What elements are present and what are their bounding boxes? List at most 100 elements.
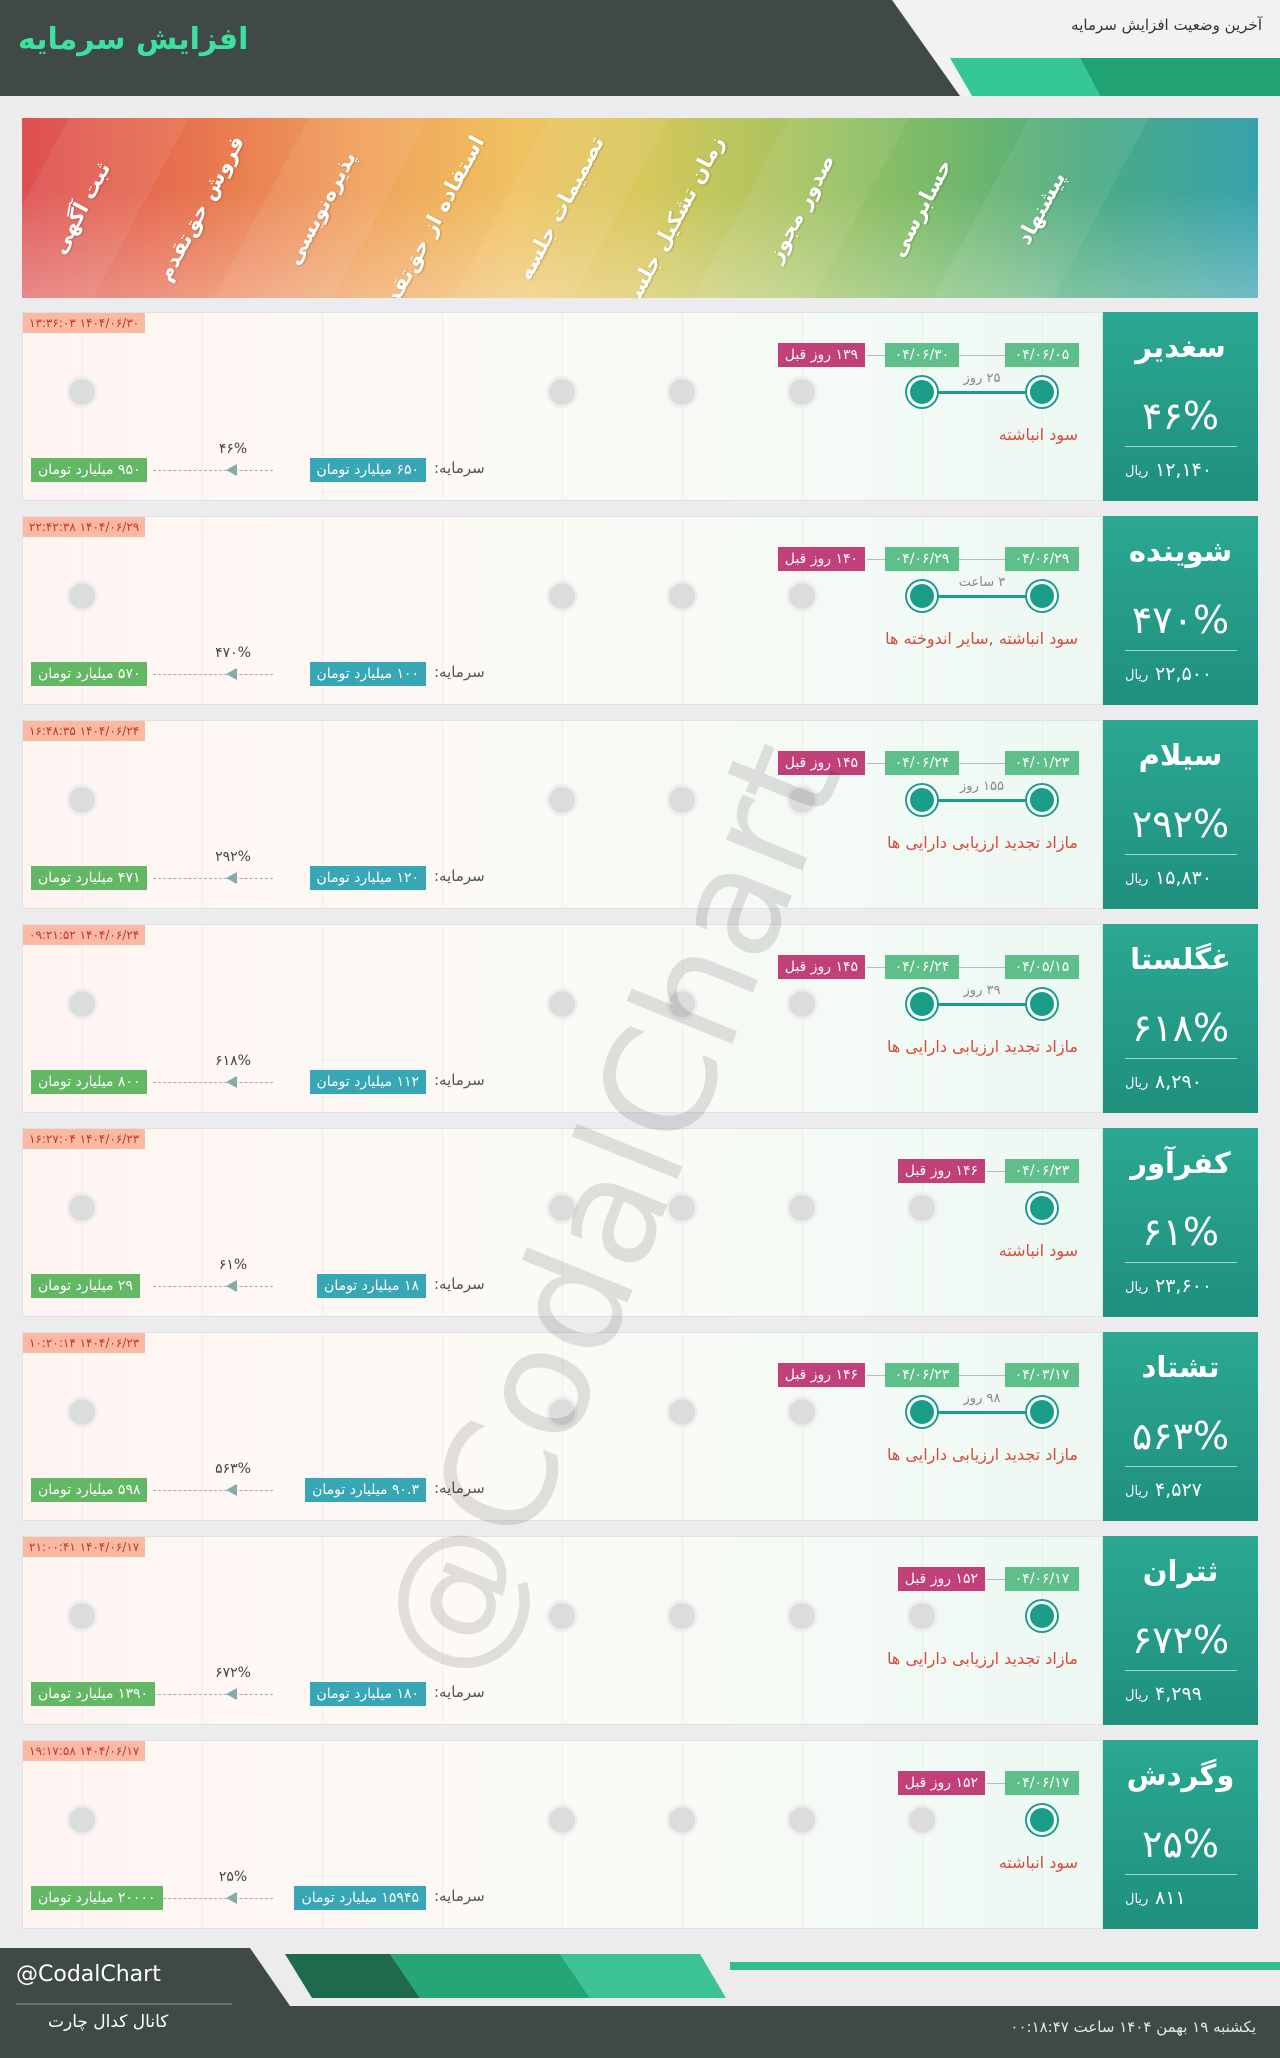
- footer-stripe: [560, 1954, 726, 1998]
- panel-divider: [1125, 650, 1237, 651]
- stage-connector: [922, 595, 1042, 598]
- increase: ۲۵%: [218, 1869, 248, 1885]
- arrow-line: [153, 674, 273, 675]
- stage-dot: [669, 1603, 695, 1629]
- stage-dot: [909, 1195, 935, 1221]
- footer-bg: [0, 1948, 1280, 2058]
- column-line: [802, 1741, 803, 1928]
- stage-dot-active: [1027, 989, 1057, 1019]
- stage-connector: [922, 391, 1042, 394]
- column-line: [82, 925, 83, 1112]
- date-tag: ۰۴/۰۶/۲۴: [885, 751, 959, 775]
- column-line: [322, 313, 323, 500]
- tag-link: [959, 763, 1005, 764]
- symbol-panel: شوینده ۴۷۰% ریال ۲۲,۵۰۰: [1103, 516, 1258, 705]
- column-line: [442, 1741, 443, 1928]
- stage-connector: [922, 799, 1042, 802]
- footer-handle: @CodalChart: [16, 1962, 161, 1987]
- stage-dot: [669, 991, 695, 1017]
- price: ۸۱۱: [1155, 1887, 1186, 1909]
- column-line: [82, 313, 83, 500]
- days-ago: ۱۳۹ روز قبل: [777, 343, 865, 367]
- new-capital: ۲۹ میلیارد تومان: [31, 1274, 140, 1298]
- days-ago: ۱۴۶ روز قبل: [777, 1363, 865, 1387]
- column-line: [802, 1537, 803, 1724]
- date-tag: ۰۴/۰۶/۳۰: [885, 343, 959, 367]
- stage-dot: [69, 1195, 95, 1221]
- capital: ۶۵۰ میلیارد تومان: [309, 458, 426, 482]
- gap-label: ۲۵ روز: [963, 371, 1001, 386]
- stage-dot: [69, 1603, 95, 1629]
- increase: ۶۱۸%: [215, 1053, 251, 1069]
- column-line: [682, 1333, 683, 1520]
- stage-dot: [549, 583, 575, 609]
- row-card: ۱۴۰۴/۰۶/۳۰ ۱۳:۳۶:۰۳ ۲۵ روز ۰۴/۰۶/۰۵ ۰۴/۰۶/۳…: [22, 312, 1103, 501]
- tag-link: [987, 1579, 1005, 1580]
- arrow-line: [153, 878, 273, 879]
- new-capital: ۱۳۹۰ میلیارد تومان: [31, 1682, 155, 1706]
- stage-dot-active: [1027, 1397, 1057, 1427]
- capital-label: سرمایه:: [434, 1887, 485, 1905]
- panel-divider: [1125, 1058, 1237, 1059]
- header-stripe: [950, 58, 1100, 96]
- column-line: [682, 1537, 683, 1724]
- days-ago: ۱۴۵ روز قبل: [777, 751, 865, 775]
- stage-dot-active: [1027, 785, 1057, 815]
- date-tag: ۰۴/۰۶/۲۳: [1005, 1159, 1079, 1183]
- increase: ۲۹۲%: [215, 849, 251, 865]
- symbol-percent: ۲۹۲%: [1131, 802, 1230, 846]
- stage-dot: [69, 1807, 95, 1833]
- new-capital: ۹۵۰ میلیارد تومان: [31, 458, 148, 482]
- price: ۴,۵۲۷: [1155, 1479, 1202, 1501]
- page-title: افزایش سرمایه: [18, 22, 249, 57]
- column-line: [322, 517, 323, 704]
- stage-dot-active: [1027, 377, 1057, 407]
- symbol-name: وگردش: [1126, 1758, 1235, 1792]
- arrow-line: [153, 1898, 273, 1899]
- capital: ۱۲۰ میلیارد تومان: [309, 866, 426, 890]
- column-line: [562, 1741, 563, 1928]
- column-line: [562, 1537, 563, 1724]
- row-card: ۱۴۰۴/۰۶/۲۴ ۰۹:۲۱:۵۲ ۳۹ روز ۰۴/۰۵/۱۵ ۰۴/۰۶/۲…: [22, 924, 1103, 1113]
- column-line: [442, 925, 443, 1112]
- increase: ۴۶%: [218, 441, 248, 457]
- symbol-panel: سیلام ۲۹۲% ریال ۱۵,۸۳۰: [1103, 720, 1258, 909]
- stage-dot: [69, 379, 95, 405]
- column-line: [202, 1741, 203, 1928]
- days-ago: ۱۴۶ روز قبل: [897, 1159, 985, 1183]
- stage-dot: [549, 379, 575, 405]
- gap-label: ۳ ساعت: [958, 575, 1006, 590]
- panel-divider: [1125, 1874, 1237, 1875]
- source: مازاد تجدید ارزیابی دارایی ها: [887, 1649, 1078, 1668]
- panel-divider: [1125, 854, 1237, 855]
- source: سود انباشته: [998, 1241, 1078, 1260]
- price-unit: ریال: [1125, 1688, 1149, 1703]
- date-tag: ۰۴/۰۶/۲۳: [885, 1363, 959, 1387]
- arrow-head: [226, 1076, 237, 1088]
- tag-link: [867, 967, 885, 968]
- arrow-head: [226, 1892, 237, 1904]
- source: مازاد تجدید ارزیابی دارایی ها: [887, 833, 1078, 852]
- column-line: [922, 1741, 923, 1928]
- date-tag: ۰۴/۰۶/۱۷: [1005, 1771, 1079, 1795]
- column-line: [82, 721, 83, 908]
- capital-label: سرمایه:: [434, 1683, 485, 1701]
- tag-link: [867, 1375, 885, 1376]
- gap-label: ۱۵۵ روز: [960, 779, 1004, 794]
- price: ۸,۲۹۰: [1155, 1071, 1202, 1093]
- column-line: [82, 517, 83, 704]
- column-line: [82, 1333, 83, 1520]
- column-line: [202, 313, 203, 500]
- row-card: ۱۴۰۴/۰۶/۲۳ ۱۶:۲۷:۰۴ ۰۴/۰۶/۲۳ ۱۴۶ روز قبل سو…: [22, 1128, 1103, 1317]
- symbol-name: سیلام: [1138, 738, 1223, 772]
- column-line: [442, 721, 443, 908]
- column-line: [562, 1129, 563, 1316]
- column-line: [922, 1129, 923, 1316]
- capital-label: سرمایه:: [434, 1275, 485, 1293]
- capital: ۱۱۲ میلیارد تومان: [309, 1070, 426, 1094]
- date-tag: ۰۴/۰۶/۱۷: [1005, 1567, 1079, 1591]
- days-ago: ۱۵۲ روز قبل: [897, 1567, 985, 1591]
- days-ago: ۱۴۵ روز قبل: [777, 955, 865, 979]
- price-unit: ریال: [1125, 872, 1149, 887]
- column-line: [442, 1129, 443, 1316]
